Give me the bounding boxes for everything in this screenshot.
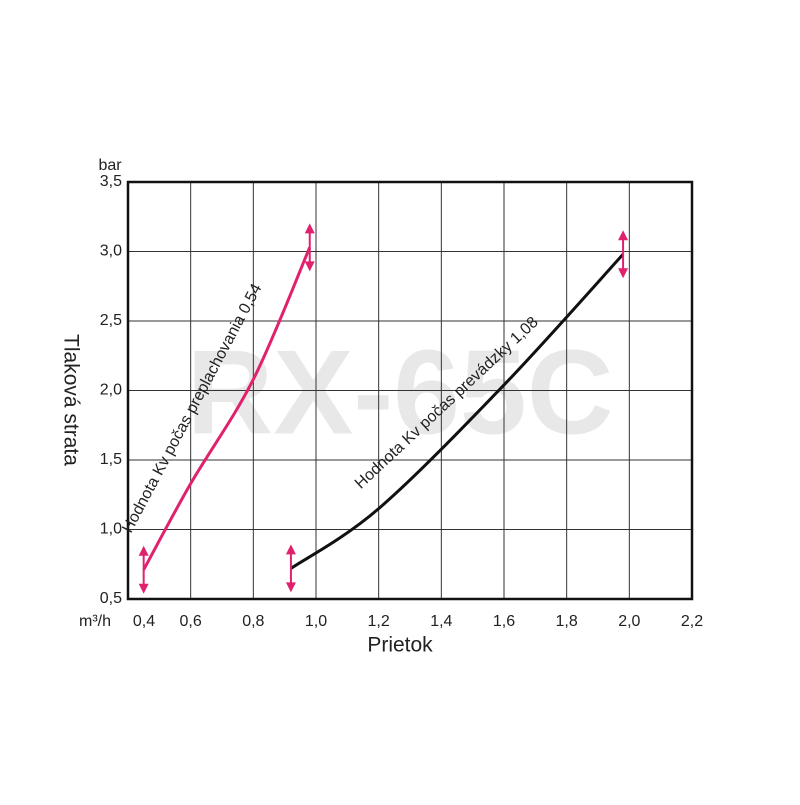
- y-tick-label: 2,0: [100, 382, 122, 399]
- y-tick-label: 0,5: [100, 590, 122, 607]
- x-axis-label: Prietok: [367, 634, 433, 657]
- x-unit: m³/h: [79, 613, 111, 630]
- x-tick-label: 1,6: [493, 613, 515, 630]
- y-tick-label: 2,5: [100, 312, 122, 329]
- x-tick-label: 0,4: [133, 613, 155, 630]
- y-tick-label: 3,0: [100, 243, 122, 260]
- x-tick-label: 1,2: [368, 613, 390, 630]
- range-arrow-head: [138, 545, 149, 594]
- x-tick-label: 1,0: [305, 613, 327, 630]
- x-tick-label: 0,8: [242, 613, 264, 630]
- x-tick-label: 0,6: [180, 613, 202, 630]
- x-tick-label: 1,4: [430, 613, 452, 630]
- x-tick-label: 2,0: [618, 613, 640, 630]
- x-tick-label: 1,8: [556, 613, 578, 630]
- y-tick-label: 1,0: [100, 521, 122, 538]
- y-unit: bar: [98, 157, 122, 174]
- plot-frame: [126, 180, 694, 601]
- range-arrow-head: [304, 223, 315, 272]
- y-tick-label: 3,5: [100, 173, 122, 190]
- y-axis-label: Tlaková strata: [59, 334, 82, 466]
- y-tick-label: 1,5: [100, 451, 122, 468]
- x-tick-label: 2,2: [681, 613, 703, 630]
- series-line: [290, 253, 625, 570]
- series-line: [142, 246, 312, 571]
- watermark: RX-65C: [187, 326, 614, 460]
- range-arrow-head: [618, 230, 629, 279]
- range-arrow-head: [285, 544, 296, 593]
